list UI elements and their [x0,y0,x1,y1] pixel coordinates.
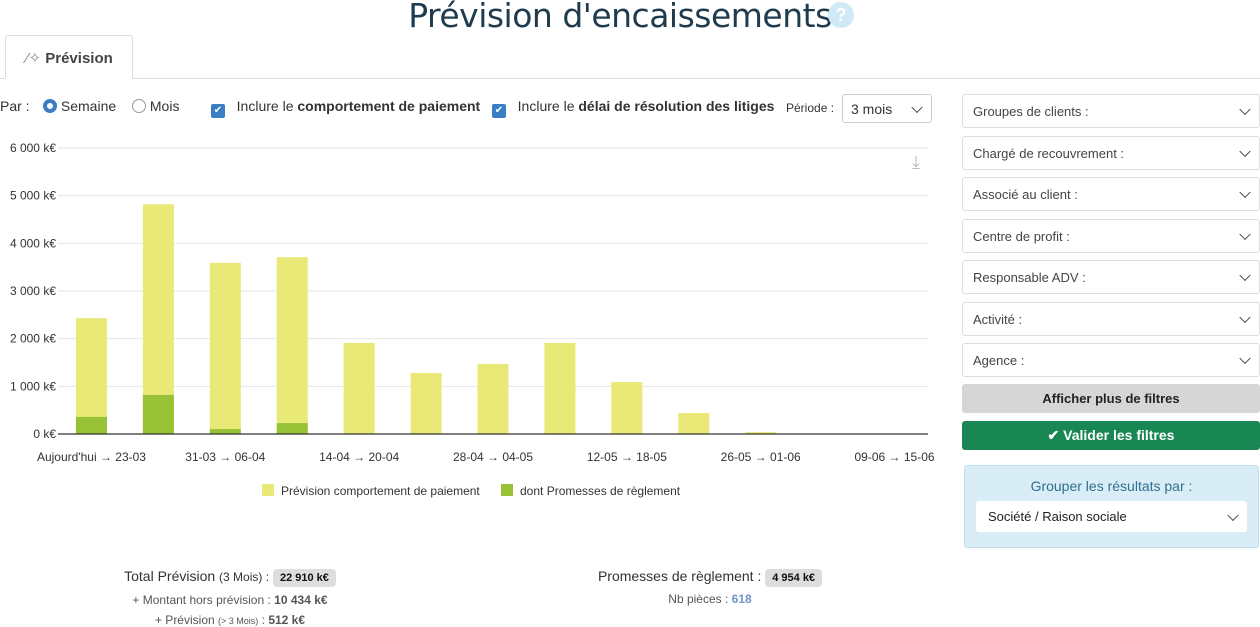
group-by-panel: Grouper les résultats par : Société / Ra… [964,465,1259,548]
filter-label: Chargé de recouvrement : [973,146,1124,161]
chevron-down-icon [1239,145,1250,156]
total-period: (3 Mois) : [219,570,269,584]
total-label: Total Prévision [124,568,215,584]
filter-label: Agence : [973,353,1024,368]
legend-swatch [501,484,513,496]
group-by-select[interactable]: Société / Raison sociale [976,501,1247,532]
nb-label: Nb pièces : [668,592,728,606]
legend-swatch [262,484,274,496]
promises-total: Promesses de règlement : 4 954 k€ [540,568,880,587]
validate-filters-button[interactable]: ✔ Valider les filtres [962,421,1260,450]
filter-select[interactable]: Responsable ADV : [962,260,1260,294]
y-tick-label: 3 000 k€ [10,284,56,298]
x-tick-label: 28-04 → 04-05 [453,450,533,464]
bar-forecast[interactable] [611,382,642,434]
chevron-down-icon [1239,353,1250,364]
bar-forecast[interactable] [411,373,442,434]
chevron-down-icon [1239,104,1250,115]
more-filters-button[interactable]: Afficher plus de filtres [962,384,1260,413]
promesses-label: Promesses de règlement : [598,568,761,584]
filter-select[interactable]: Agence : [962,343,1260,377]
bar-forecast[interactable] [344,343,375,434]
bar-promises[interactable] [277,423,308,434]
bar-forecast[interactable] [210,263,241,434]
bar-promises[interactable] [143,395,174,434]
prev-period: (> 3 Mois) [218,616,258,626]
chevron-down-icon [1239,187,1250,198]
total-forecast: Total Prévision (3 Mois) : 22 910 k€ [60,568,400,587]
filter-select[interactable]: Groupes de clients : [962,94,1260,128]
bar-promises[interactable] [76,417,107,434]
filter-select[interactable]: Chargé de recouvrement : [962,136,1260,170]
x-tick-label: 12-05 → 18-05 [587,450,667,464]
group-by-title: Grouper les résultats par : [965,478,1258,494]
bar-forecast[interactable] [478,364,509,434]
chevron-down-icon [1239,270,1250,281]
filter-label: Associé au client : [973,187,1078,202]
nb-value[interactable]: 618 [732,592,752,606]
filter-select[interactable]: Activité : [962,302,1260,336]
hors-value: 10 434 k€ [274,593,327,607]
x-tick-label: Aujourd'hui → 23-03 [37,450,146,464]
total-value-badge: 22 910 k€ [273,569,336,587]
y-tick-label: 4 000 k€ [10,236,56,250]
y-tick-label: 2 000 k€ [10,332,56,346]
y-tick-label: 5 000 k€ [10,189,56,203]
x-tick-label: 26-05 → 01-06 [721,450,801,464]
prev-label: + Prévision [155,613,215,627]
forecast-chart: 0 k€ 1 000 k€ 2 000 k€ 3 000 k€ 4 000 k€ 5 00… [0,0,940,510]
x-tick-label: 09-06 → 15-06 [855,450,935,464]
x-tick-label: 31-03 → 06-04 [185,450,265,464]
y-tick-label: 0 k€ [33,427,56,441]
legend-label[interactable]: Prévision comportement de paiement [281,484,480,498]
download-icon[interactable]: ⤓ [906,152,926,172]
group-by-value: Société / Raison sociale [988,509,1127,524]
filter-label: Responsable ADV : [973,270,1086,285]
promesses-value-badge: 4 954 k€ [765,569,822,587]
check-icon: ✔ [1048,427,1060,443]
filter-label: Activité : [973,312,1022,327]
prev-colon: : [262,613,265,627]
bar-forecast[interactable] [544,343,575,434]
filter-label: Centre de profit : [973,229,1070,244]
legend-label[interactable]: dont Promesses de règlement [520,484,681,498]
y-tick-label: 1 000 k€ [10,379,56,393]
y-tick-label: 6 000 k€ [10,141,56,155]
filter-select[interactable]: Associé au client : [962,177,1260,211]
chevron-down-icon [1227,509,1238,520]
bar-promises[interactable] [210,429,241,434]
bar-forecast[interactable] [277,257,308,434]
filter-label: Groupes de clients : [973,104,1089,119]
validate-label: Valider les filtres [1063,427,1174,443]
hors-label: + Montant hors prévision : [132,593,270,607]
prev-value: 512 k€ [268,613,305,627]
bar-forecast[interactable] [76,318,107,434]
filter-select[interactable]: Centre de profit : [962,219,1260,253]
chevron-down-icon [1239,311,1250,322]
bar-forecast[interactable] [678,413,709,434]
x-tick-label: 14-04 → 20-04 [319,450,399,464]
chevron-down-icon [1239,228,1250,239]
